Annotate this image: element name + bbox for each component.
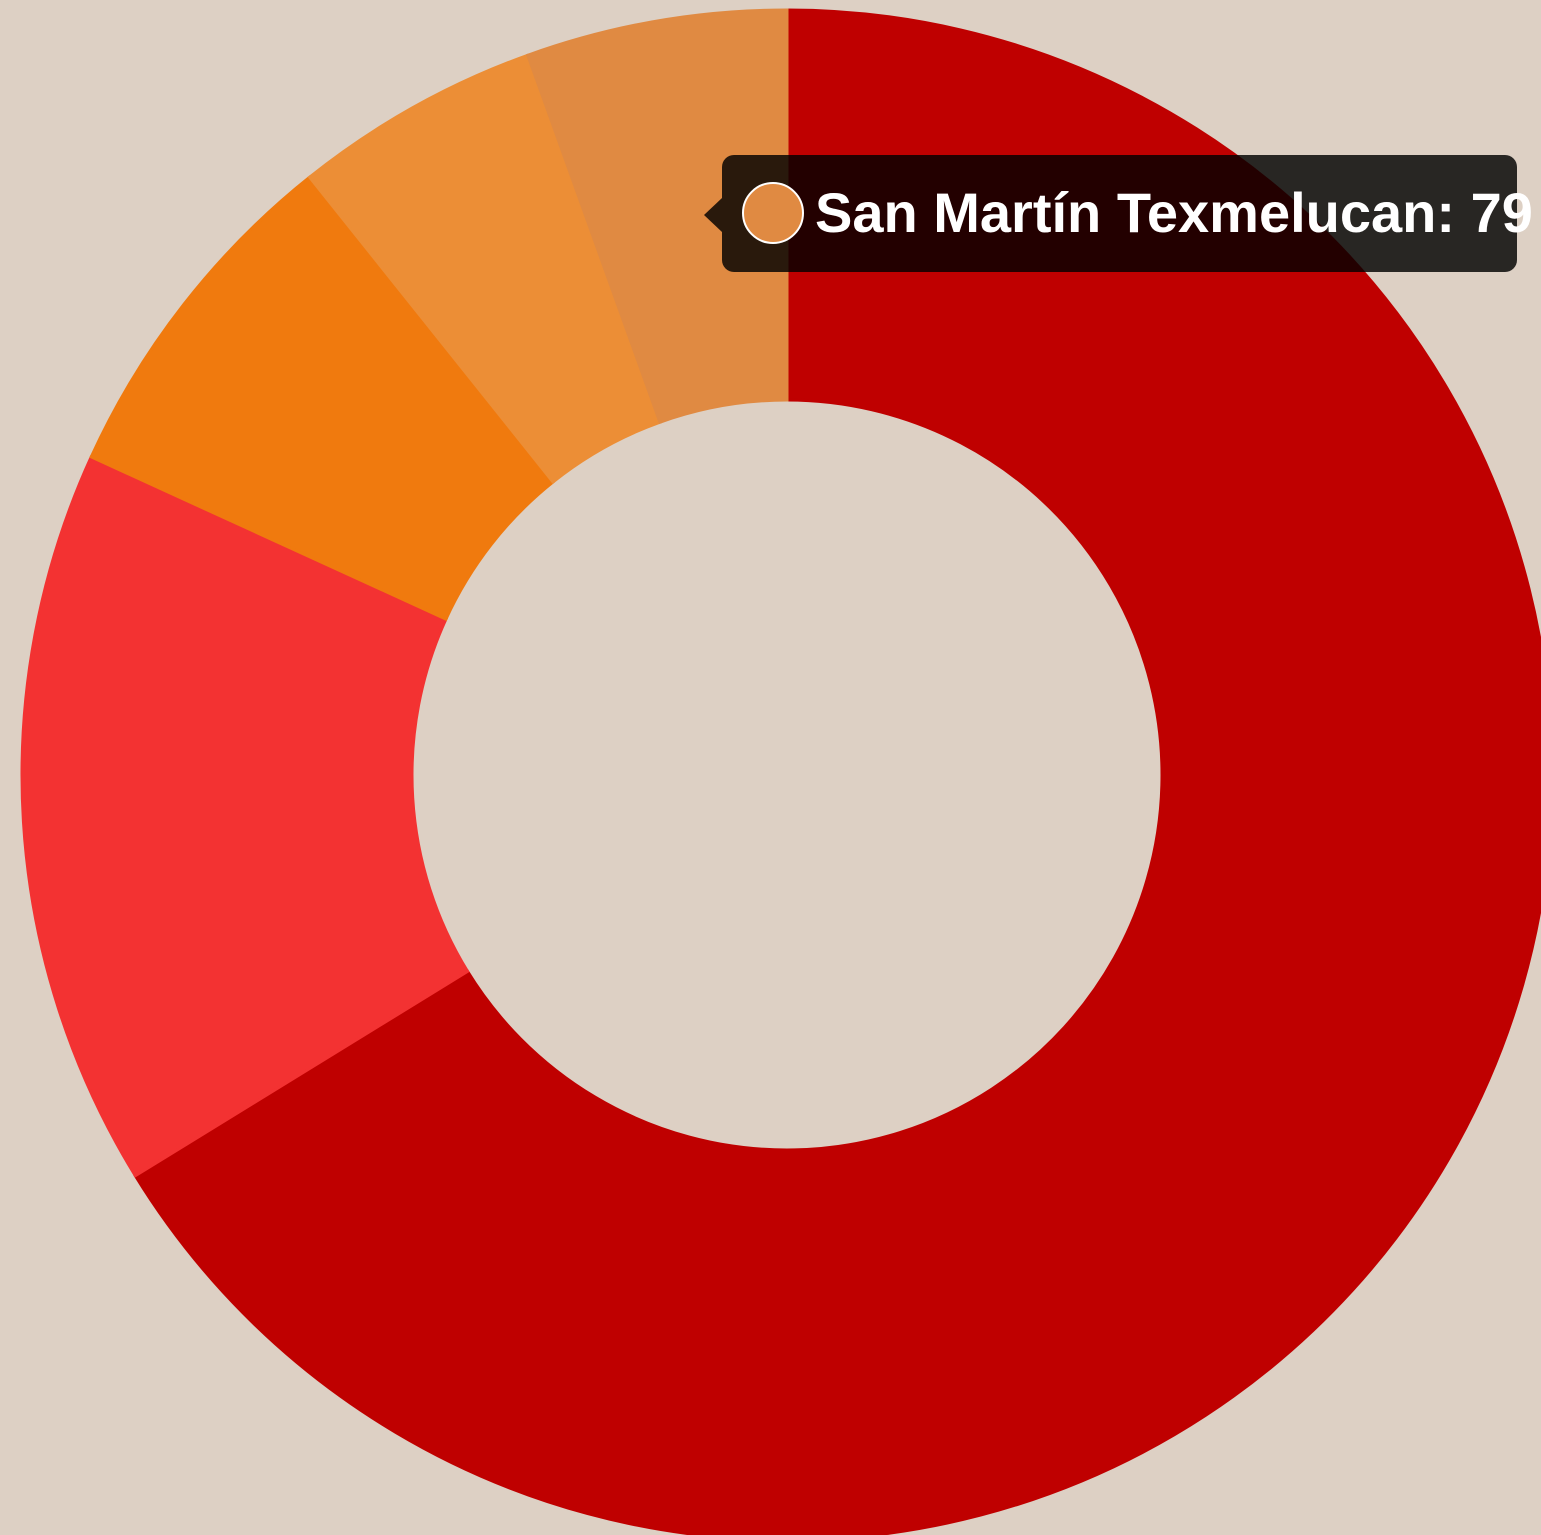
slice[interactable] <box>89 175 556 622</box>
slice[interactable] <box>525 8 789 425</box>
tooltip-box <box>722 155 1517 272</box>
tooltip-separator: : <box>1436 181 1470 244</box>
donut <box>20 8 1541 1535</box>
tooltip: San Martín Texmelucan: 79 <box>704 155 1533 272</box>
slice[interactable] <box>133 8 1541 1535</box>
tooltip-swatch <box>742 182 804 244</box>
tooltip-caret <box>704 198 722 232</box>
tooltip-label: San Martín Texmelucan <box>815 181 1436 244</box>
slice[interactable] <box>20 454 470 1178</box>
tooltip-value: 79 <box>1471 181 1533 244</box>
tooltip-text: San Martín Texmelucan: 79 <box>815 181 1533 244</box>
